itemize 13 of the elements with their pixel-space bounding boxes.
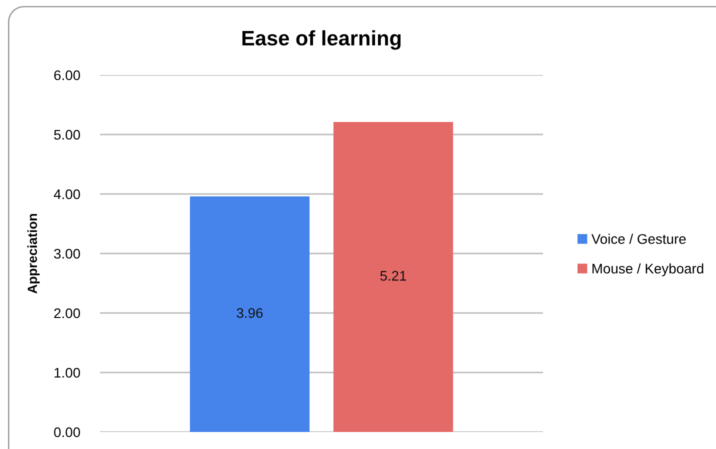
y-tick-label: 3.00 <box>54 248 80 259</box>
chart-title: Ease of learning <box>242 30 401 50</box>
y-tick-label: 5.00 <box>54 130 80 140</box>
y-tick-label: 6.00 <box>54 70 80 80</box>
y-axis-title: Appreciation <box>27 214 40 294</box>
data-label: 5.21 <box>380 270 406 281</box>
y-tick-label: 0.00 <box>54 427 80 438</box>
legend-label: Mouse / Keyboard <box>592 263 704 276</box>
y-tick-label: 2.00 <box>54 308 80 318</box>
legend-label: Voice / Gesture <box>591 234 686 244</box>
data-label: 3.96 <box>236 308 263 318</box>
y-tick-label: 4.00 <box>54 189 80 200</box>
y-tick-label: 1.00 <box>54 368 80 378</box>
